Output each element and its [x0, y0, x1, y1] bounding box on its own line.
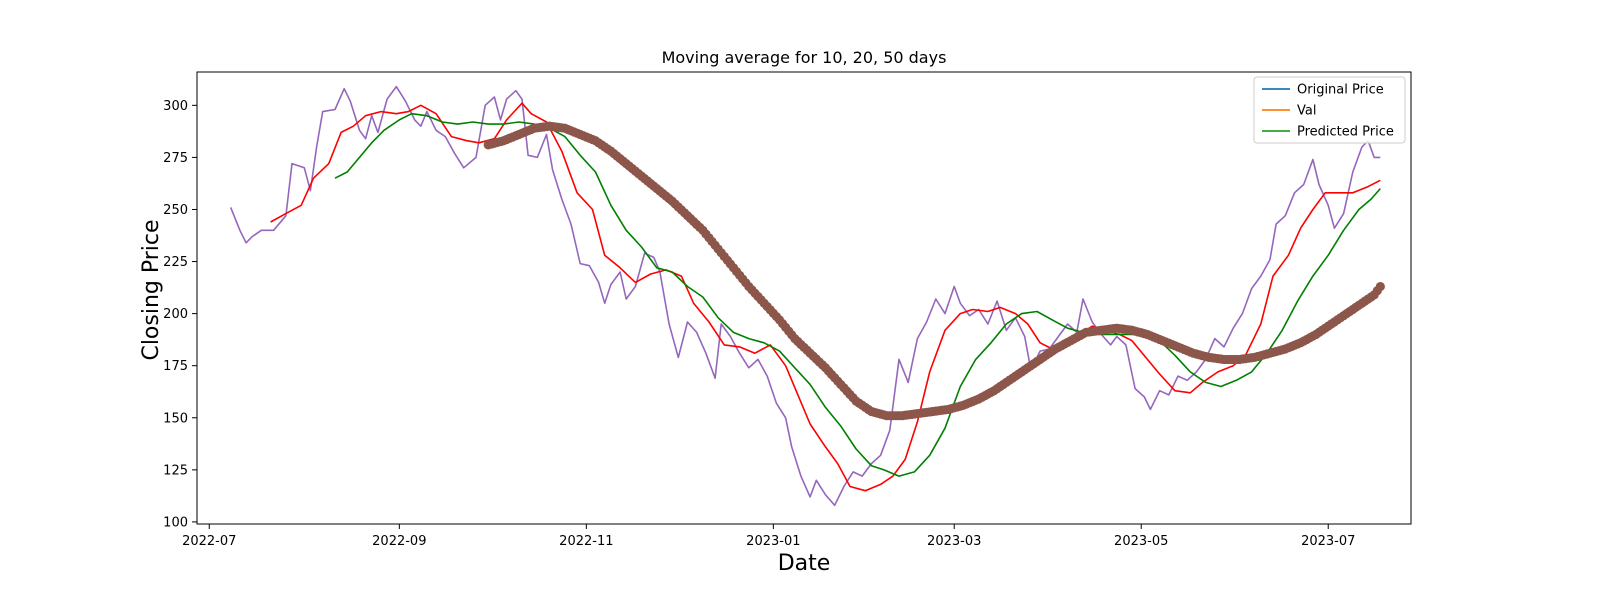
y-axis-label: Closing Price [139, 219, 164, 360]
y-tick-label: 275 [163, 151, 188, 166]
x-tick-label: 2022-11 [559, 534, 613, 549]
y-tick-label: 100 [163, 515, 188, 530]
series-line [270, 102, 1381, 492]
y-tick-label: 250 [163, 203, 188, 218]
x-tick-label: 2023-07 [1301, 534, 1355, 549]
y-axis: 100 125 150 175 200 225 250 275 300 [163, 99, 197, 530]
y-tick-label: 300 [163, 99, 188, 114]
series-layer [229, 85, 1385, 507]
series-50-day-ma [483, 121, 1385, 421]
plot-area-frame [196, 71, 1412, 525]
y-tick-label: 150 [163, 411, 188, 426]
legend-label: Original Price [1297, 83, 1384, 98]
x-tick-label: 2023-03 [927, 534, 981, 549]
x-axis-label: Date [778, 551, 831, 576]
series-original-price [229, 85, 1381, 507]
series-20-day-ma [334, 112, 1381, 477]
x-tick-label: 2023-05 [1114, 534, 1168, 549]
y-tick-label: 125 [163, 463, 188, 478]
legend: Original Price Val Predicted Price [1253, 76, 1406, 144]
y-tick-label: 175 [163, 359, 188, 374]
x-axis: 2022-07 2022-09 2022-11 2023-01 2023-03 2023-… [182, 524, 1355, 549]
y-tick-label: 225 [163, 255, 188, 270]
data-point [1375, 281, 1385, 292]
legend-box [1253, 76, 1406, 144]
x-tick-label: 2023-01 [746, 534, 800, 549]
series-10-day-ma [270, 102, 1381, 492]
legend-label: Val [1297, 104, 1316, 119]
x-tick-label: 2022-09 [372, 534, 426, 549]
legend-label: Predicted Price [1297, 125, 1394, 140]
series-line [229, 85, 1381, 507]
y-tick-label: 200 [163, 307, 188, 322]
chart-title: Moving average for 10, 20, 50 days [662, 48, 947, 67]
series-line [334, 112, 1381, 477]
x-tick-label: 2022-07 [182, 534, 236, 549]
